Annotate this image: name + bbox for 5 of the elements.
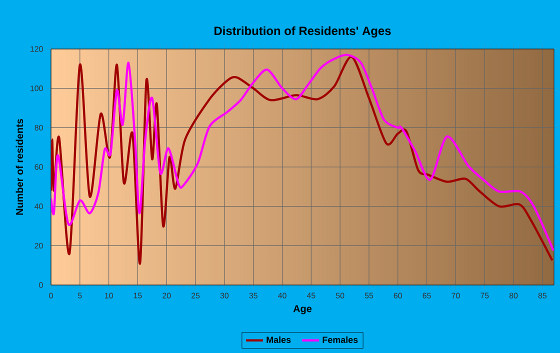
y-axis-title: Number of residents [16, 118, 24, 215]
chart-title: Distribution of Residents' Ages [214, 26, 391, 38]
legend-label: Females [322, 336, 358, 343]
x-axis-title: Age [293, 305, 312, 314]
legend-label: Males [266, 336, 291, 343]
